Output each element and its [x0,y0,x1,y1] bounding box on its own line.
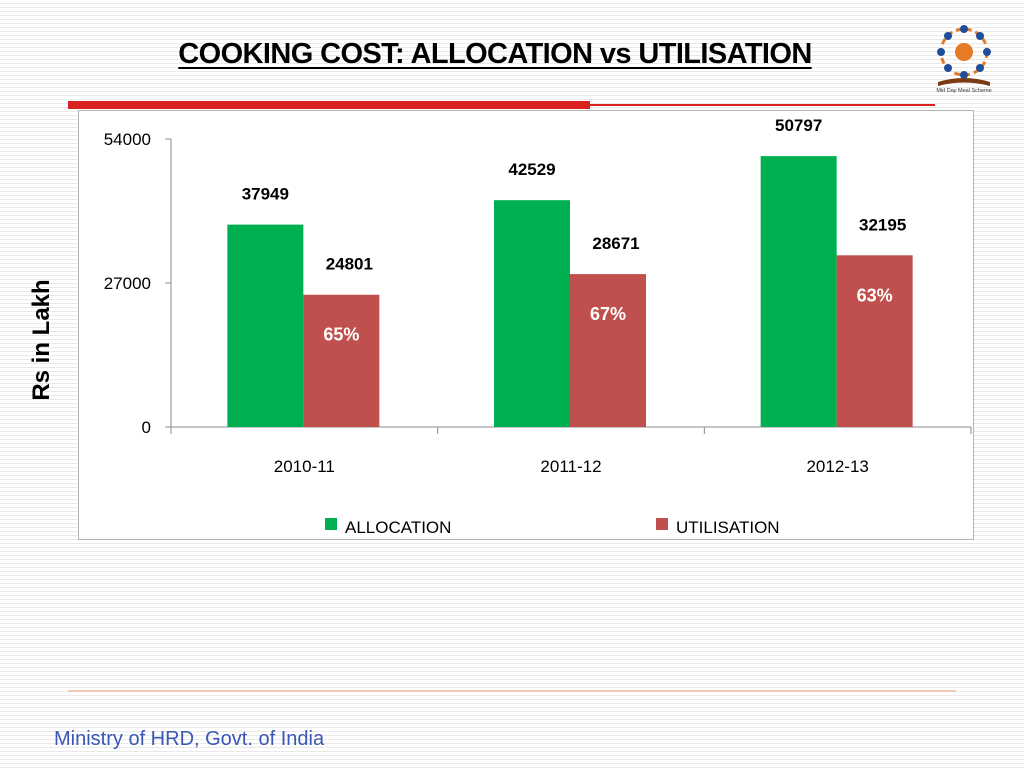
utilisation-bar [303,294,380,427]
legend-swatch-utilisation [656,518,668,530]
allocation-bar [494,200,570,427]
title-rule-thin [590,104,935,106]
legend-label-utilisation: UTILISATION [676,518,780,537]
utilisation-bar [570,274,646,427]
y-tick-label: 54000 [104,130,151,149]
allocation-bar [760,156,837,427]
footer-rule [68,690,956,692]
x-tick-label: 2011-12 [540,457,601,476]
utilisation-percent-label: 63% [857,285,893,305]
allocation-bar [227,224,304,427]
allocation-value-label: 50797 [775,116,822,135]
allocation-value-label: 42529 [508,160,555,179]
x-tick-label: 2012-13 [806,457,868,476]
allocation-value-label: 37949 [242,185,289,204]
title-rule [68,101,590,109]
mid-day-meal-logo-icon [937,25,991,86]
utilisation-percent-label: 67% [590,304,626,324]
y-tick-label: 27000 [104,274,151,293]
x-tick-label: 2010-11 [274,457,335,476]
slide-title: COOKING COST: ALLOCATION vs UTILISATION [178,38,812,70]
legend-label-allocation: ALLOCATION [345,518,451,537]
utilisation-percent-label: 65% [323,325,359,345]
footer-text: Ministry of HRD, Govt. of India [54,728,325,750]
logo-caption: Mid Day Meal Scheme [936,88,992,94]
utilisation-bar [836,255,913,427]
utilisation-value-label: 28671 [592,234,639,253]
y-tick-label: 0 [142,418,151,437]
utilisation-value-label: 32195 [859,215,906,234]
utilisation-value-label: 24801 [326,255,373,274]
legend-swatch-allocation [325,518,337,530]
